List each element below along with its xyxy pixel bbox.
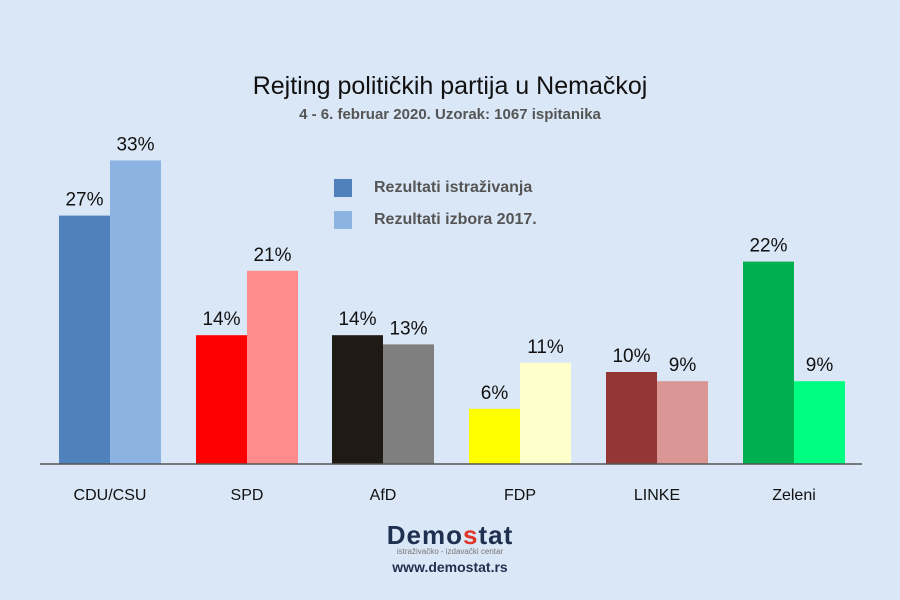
x-tick-label: LINKE bbox=[634, 487, 680, 504]
legend-item-election: Rezultati izbora 2017. bbox=[334, 211, 537, 229]
bar-spd-survey bbox=[196, 335, 247, 464]
legend-swatch bbox=[334, 211, 352, 229]
chart-subtitle: 4 - 6. februar 2020. Uzorak: 1067 ispita… bbox=[299, 106, 601, 123]
data-label: 13% bbox=[389, 318, 427, 339]
bar-afd-survey bbox=[332, 335, 383, 464]
legend-swatch bbox=[334, 179, 352, 197]
data-label: 10% bbox=[612, 346, 650, 367]
x-tick-label: AfD bbox=[370, 487, 397, 504]
bar-linke-election bbox=[657, 381, 708, 464]
bar-afd-election bbox=[383, 344, 434, 464]
data-label: 11% bbox=[527, 337, 564, 358]
data-label: 27% bbox=[65, 190, 103, 211]
bar-fdp-election bbox=[520, 362, 571, 464]
demostat-logo: Demostat istraživačko - izdavački centar… bbox=[0, 520, 900, 575]
bar-spd-election bbox=[247, 270, 298, 464]
chart-title: Rejting političkih partija u Nemačkoj bbox=[252, 72, 648, 100]
data-label: 14% bbox=[202, 309, 240, 330]
x-tick-label: Zeleni bbox=[772, 487, 816, 504]
data-label: 9% bbox=[669, 355, 697, 376]
x-tick-label: SPD bbox=[231, 487, 264, 504]
legend-item-survey: Rezultati istraživanja bbox=[334, 179, 532, 197]
x-tick-label: CDU/CSU bbox=[74, 487, 147, 504]
legend-label: Rezultati istraživanja bbox=[374, 179, 533, 196]
data-label: 21% bbox=[253, 245, 291, 266]
bar-zeleni-survey bbox=[743, 261, 794, 464]
bar-fdp-survey bbox=[469, 408, 520, 464]
data-label: 14% bbox=[338, 309, 376, 330]
bar-cducsu-election bbox=[110, 160, 161, 464]
data-label: 6% bbox=[481, 383, 509, 404]
bar-zeleni-election bbox=[794, 381, 845, 464]
data-label: 33% bbox=[116, 134, 154, 155]
bar-linke-survey bbox=[606, 372, 657, 464]
data-label: 9% bbox=[806, 355, 834, 376]
bar-cducsu-survey bbox=[59, 215, 110, 464]
legend-label: Rezultati izbora 2017. bbox=[374, 211, 537, 228]
x-tick-label: FDP bbox=[504, 487, 536, 504]
website-url: www.demostat.rs bbox=[392, 559, 508, 575]
data-label: 22% bbox=[749, 236, 787, 257]
